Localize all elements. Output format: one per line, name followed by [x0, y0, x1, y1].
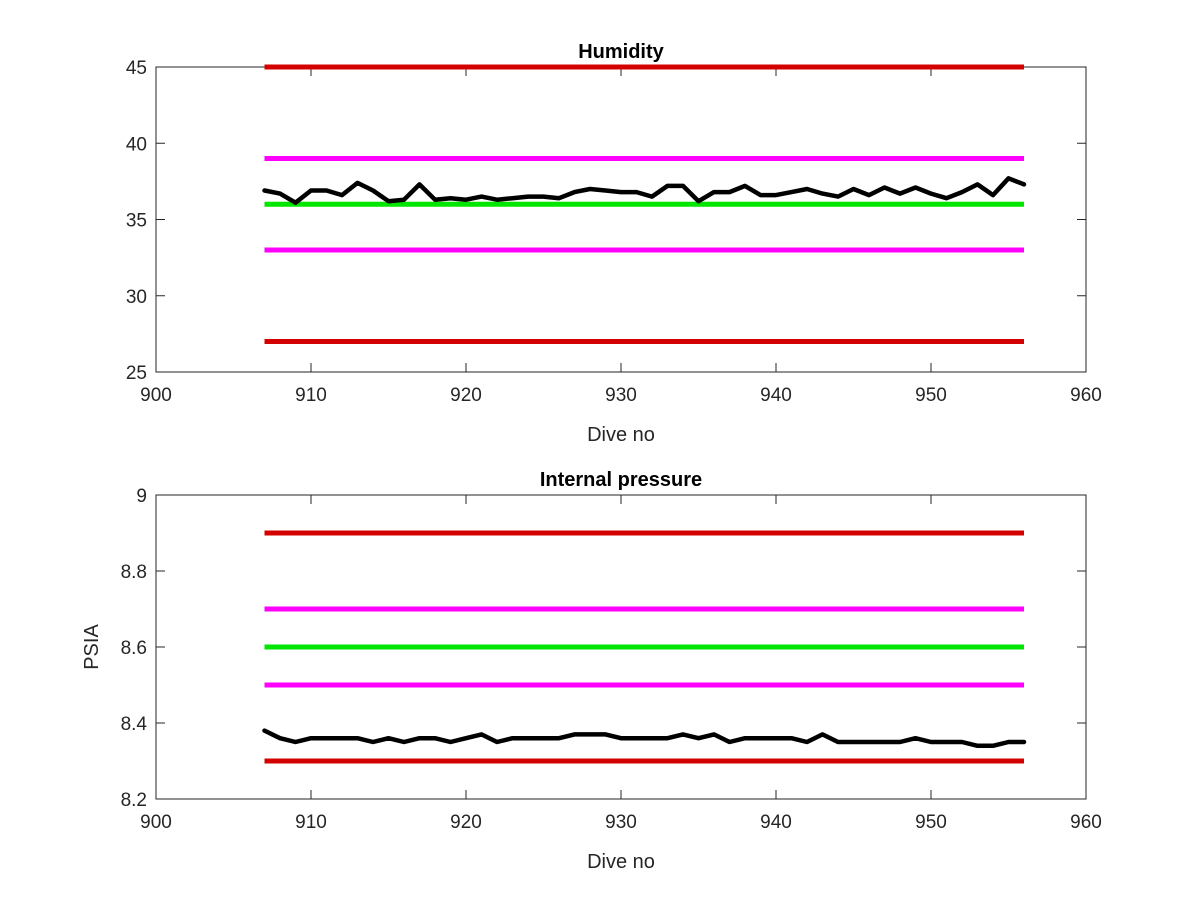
x-axis-label: Dive no	[587, 851, 655, 873]
data-series-line	[262, 176, 1027, 205]
y-tick-label: 8.6	[121, 638, 147, 659]
y-tick-label: 35	[126, 211, 147, 232]
x-tick-label: 940	[760, 812, 792, 833]
x-tick-label: 960	[1070, 385, 1102, 406]
y-axis-label: PSIA	[81, 624, 103, 670]
y-tick-label: 8.8	[121, 562, 147, 583]
y-tick-label: 8.2	[121, 790, 147, 811]
y-tick-label: 25	[126, 363, 147, 384]
y-tick-label: 8.4	[121, 714, 148, 735]
x-tick-label: 920	[450, 812, 482, 833]
chart-title: Humidity	[578, 41, 664, 63]
chart-panel-2: Internal pressure 900 910 920 930 940 950 960 8.…	[81, 469, 1102, 873]
chart-title: Internal pressure	[540, 469, 702, 491]
plot-area	[155, 66, 1087, 373]
x-tick-label: 940	[760, 385, 792, 406]
x-tick-label: 910	[295, 812, 327, 833]
y-tick-label: 9	[136, 486, 147, 507]
y-tick-label: 45	[126, 58, 147, 79]
data-series-line	[262, 728, 1027, 749]
x-tick-label: 950	[915, 812, 947, 833]
x-tick-label: 910	[295, 385, 327, 406]
x-tick-label: 900	[140, 812, 172, 833]
x-tick-label: 900	[140, 385, 172, 406]
x-axis-label: Dive no	[587, 424, 655, 446]
chart-panel-1: Humidity 900 910 920 930 940 950 960 25 30 35 40 45 D…	[126, 41, 1102, 446]
y-tick-label: 40	[126, 134, 147, 155]
x-tick-label: 920	[450, 385, 482, 406]
x-tick-label: 950	[915, 385, 947, 406]
x-tick-label: 930	[605, 812, 637, 833]
y-tick-label: 30	[126, 287, 147, 308]
x-tick-label: 960	[1070, 812, 1102, 833]
x-tick-label: 930	[605, 385, 637, 406]
